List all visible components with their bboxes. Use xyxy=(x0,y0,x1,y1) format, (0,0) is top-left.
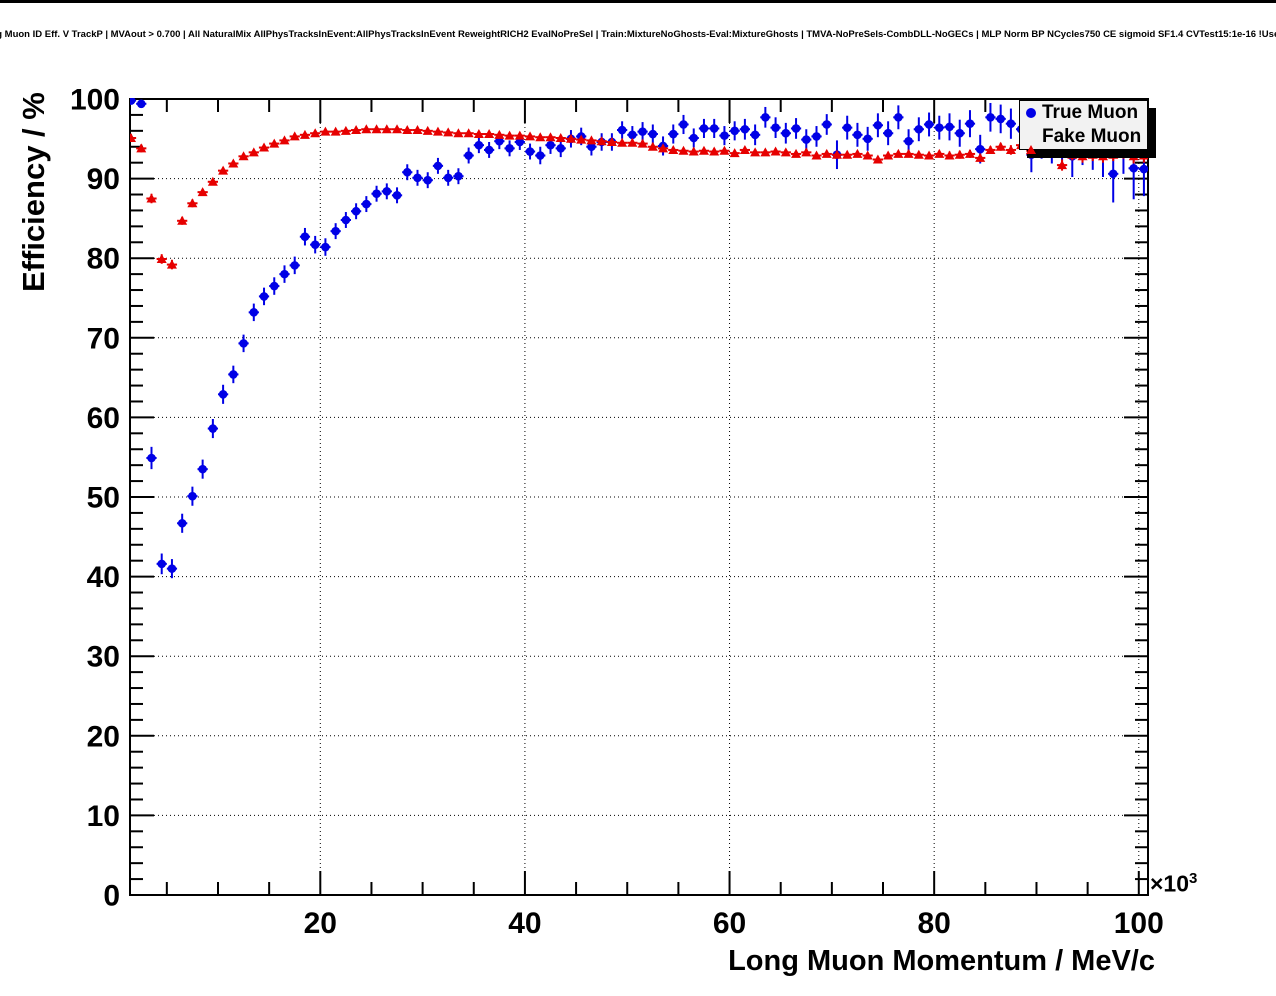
svg-text:100: 100 xyxy=(1114,907,1164,940)
svg-text:50: 50 xyxy=(87,482,120,515)
x-tick-labels: 20 40 60 80 100 xyxy=(304,907,1164,940)
series-true-muon xyxy=(130,98,1148,579)
true-muon-marker-icon xyxy=(1026,108,1036,118)
y-axis-title: Efficiency / % xyxy=(16,92,51,292)
svg-text:20: 20 xyxy=(87,720,120,753)
axis-ticks xyxy=(130,99,1148,895)
svg-text:20: 20 xyxy=(304,907,337,940)
legend-entry-fake-muon: Fake Muon xyxy=(1020,126,1147,154)
svg-text:60: 60 xyxy=(87,402,120,435)
svg-text:80: 80 xyxy=(917,907,950,940)
y-tick-labels: 0 10 20 30 40 50 60 70 80 90 100 xyxy=(70,84,120,913)
legend-label-fake-muon: Fake Muon xyxy=(1042,126,1142,147)
legend-label-true-muon: True Muon xyxy=(1042,102,1139,123)
svg-text:100: 100 xyxy=(70,84,120,117)
legend-entry-true-muon: True Muon xyxy=(1020,102,1147,125)
svg-text:70: 70 xyxy=(87,322,120,355)
x-axis-title: Long Muon Momentum / MeV/c xyxy=(728,945,1155,977)
x-axis-multiplier-base: ×10 xyxy=(1150,870,1190,897)
legend: True Muon Fake Muon xyxy=(1019,100,1148,154)
svg-text:30: 30 xyxy=(87,641,120,674)
svg-text:60: 60 xyxy=(713,907,746,940)
gridlines xyxy=(130,99,1148,895)
svg-text:0: 0 xyxy=(103,880,120,913)
fake-muon-marker-icon xyxy=(1026,128,1036,154)
x-axis-multiplier: ×103 xyxy=(1150,870,1197,898)
svg-text:40: 40 xyxy=(87,561,120,594)
canvas-top-border xyxy=(0,0,1276,3)
svg-text:10: 10 xyxy=(87,800,120,833)
plot-frame xyxy=(129,98,1149,896)
svg-text:40: 40 xyxy=(508,907,541,940)
svg-text:80: 80 xyxy=(87,243,120,276)
x-axis-multiplier-exponent: 3 xyxy=(1189,870,1198,887)
svg-text:90: 90 xyxy=(87,163,120,196)
plot-title: Long Muon ID Eff. V TrackP | MVAout > 0.… xyxy=(0,29,1276,40)
series-fake-muon xyxy=(130,124,1148,270)
